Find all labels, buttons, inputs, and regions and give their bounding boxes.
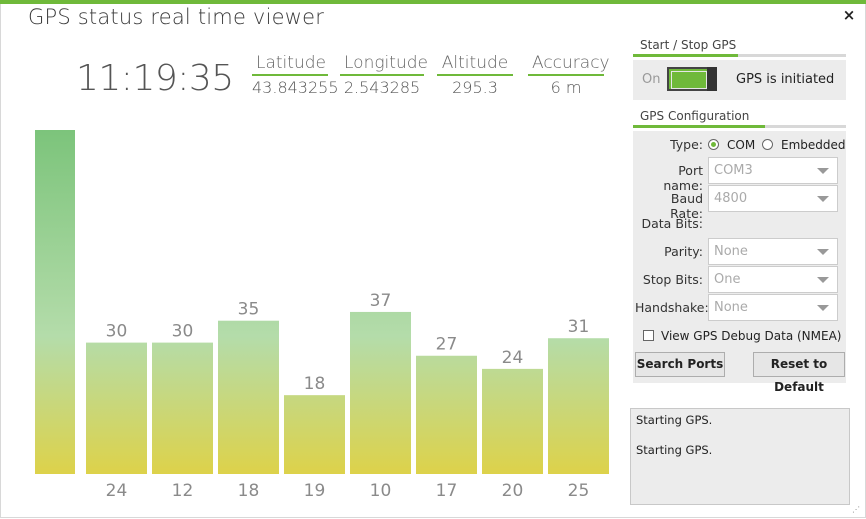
bar-category-label: 17 xyxy=(436,481,458,501)
type-com-radio[interactable] xyxy=(708,139,719,150)
chevron-down-icon xyxy=(817,249,829,255)
bar-category-label: 24 xyxy=(106,481,128,501)
startstop-title: Start / Stop GPS xyxy=(640,38,737,52)
window-title: GPS status real time viewer xyxy=(28,5,325,29)
signal-bar xyxy=(284,395,345,474)
toggle-on-label: On xyxy=(642,72,661,87)
resize-grip-icon[interactable]: ⋰ xyxy=(852,505,860,514)
handshake-value: None xyxy=(714,300,748,315)
bar-value-label: 35 xyxy=(238,300,260,320)
signal-bar xyxy=(86,342,147,474)
port-label: Port name: xyxy=(663,163,703,193)
startstop-underline xyxy=(633,54,846,57)
type-com-label: COM xyxy=(727,138,756,152)
signal-bar xyxy=(416,355,477,474)
latitude-value: 43.843255 xyxy=(252,78,339,97)
close-button[interactable]: × xyxy=(842,6,856,24)
debug-label: View GPS Debug Data (NMEA) xyxy=(661,329,842,343)
bar-value-label: 37 xyxy=(370,291,392,311)
bar-category-label: 18 xyxy=(238,481,260,501)
port-value: COM3 xyxy=(714,163,753,178)
chevron-down-icon xyxy=(817,168,829,174)
signal-bar xyxy=(548,338,609,474)
bar-value-label: 24 xyxy=(502,348,524,368)
parity-label: Parity: xyxy=(664,244,703,259)
bar-value-label: 27 xyxy=(436,335,458,355)
window-accent-bar xyxy=(0,0,866,4)
bar-value-label: 31 xyxy=(568,317,590,337)
handshake-select[interactable]: None xyxy=(708,294,838,321)
satellite-signal-chart: 30 24 30 12 35 18 18 19 37 10 27 17 24 20 31 25 xyxy=(35,130,609,501)
type-label: Type: xyxy=(670,137,703,152)
altitude-label: Altitude xyxy=(437,53,513,76)
bar-category-label: 19 xyxy=(304,481,326,501)
stopbits-value: One xyxy=(714,272,741,287)
signal-bar xyxy=(482,368,543,474)
log-line: Starting GPS. xyxy=(636,443,713,457)
parity-select[interactable]: None xyxy=(708,238,838,265)
gps-status-text: GPS is initiated xyxy=(736,72,835,87)
bar-category-label: 25 xyxy=(568,481,590,501)
chevron-down-icon xyxy=(817,196,829,202)
bar-value-label: 30 xyxy=(172,322,194,342)
latitude-stat: Latitude 43.843255 xyxy=(252,53,339,97)
search-ports-button[interactable]: Search Ports xyxy=(635,352,725,377)
chevron-down-icon xyxy=(817,305,829,311)
signal-bar xyxy=(152,342,213,474)
baud-select[interactable]: 4800 xyxy=(708,185,838,212)
gps-toggle-switch[interactable] xyxy=(667,67,717,91)
bar-value-label: 18 xyxy=(304,374,326,394)
parity-value: None xyxy=(714,244,748,259)
log-box[interactable]: Starting GPS. Starting GPS. xyxy=(630,408,850,505)
bar-category-label: 20 xyxy=(502,481,524,501)
databits-label: Data Bits: xyxy=(641,216,704,231)
chevron-down-icon xyxy=(817,277,829,283)
signal-bar xyxy=(350,311,411,474)
signal-bar xyxy=(35,130,75,474)
longitude-label: Longitude xyxy=(340,53,428,76)
accuracy-value: 6 m xyxy=(550,78,582,97)
config-underline xyxy=(633,125,846,128)
signal-bar xyxy=(218,320,279,474)
stopbits-label: Stop Bits: xyxy=(642,272,703,287)
altitude-value: 295.3 xyxy=(452,78,498,97)
bar-category-label: 12 xyxy=(172,481,194,501)
latitude-label: Latitude xyxy=(252,53,328,76)
debug-checkbox[interactable] xyxy=(643,330,654,341)
baud-label: Baud Rate: xyxy=(670,191,703,221)
bar-value-label: 30 xyxy=(106,322,128,342)
altitude-stat: Altitude 295.3 xyxy=(437,53,513,97)
accuracy-label: Accuracy xyxy=(528,53,610,76)
type-embedded-label: Embedded xyxy=(781,138,846,152)
clock-display: 11:19:35 xyxy=(76,58,234,99)
stopbits-select[interactable]: One xyxy=(708,266,838,293)
longitude-stat: Longitude 2.543285 xyxy=(340,53,428,97)
port-select[interactable]: COM3 xyxy=(708,157,838,184)
longitude-value: 2.543285 xyxy=(343,78,421,97)
handshake-label: Handshake: xyxy=(635,300,709,315)
reset-default-button[interactable]: Reset to Default xyxy=(753,352,845,394)
config-title: GPS Configuration xyxy=(640,109,750,123)
log-line: Starting GPS. xyxy=(636,413,713,427)
bar-category-label: 10 xyxy=(370,481,392,501)
baud-value: 4800 xyxy=(714,191,748,206)
type-embedded-radio[interactable] xyxy=(762,139,773,150)
accuracy-stat: Accuracy 6 m xyxy=(528,53,610,97)
toggle-knob xyxy=(707,67,717,91)
toggle-track xyxy=(671,71,707,89)
